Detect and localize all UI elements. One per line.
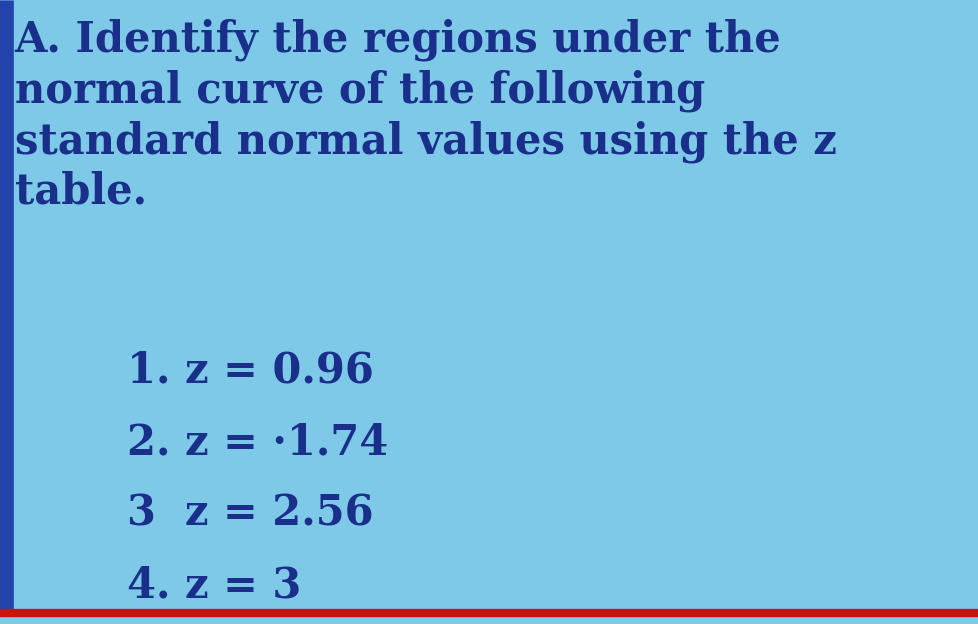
Text: 3  z = 2.56: 3 z = 2.56 [127, 493, 374, 535]
Text: A. Identify the regions under the
normal curve of the following
standard normal : A. Identify the regions under the normal… [15, 19, 836, 213]
Text: 1. z = 0.96: 1. z = 0.96 [127, 349, 374, 391]
Text: 4. z = 3: 4. z = 3 [127, 565, 301, 607]
Text: 2. z = ·1.74: 2. z = ·1.74 [127, 421, 388, 463]
